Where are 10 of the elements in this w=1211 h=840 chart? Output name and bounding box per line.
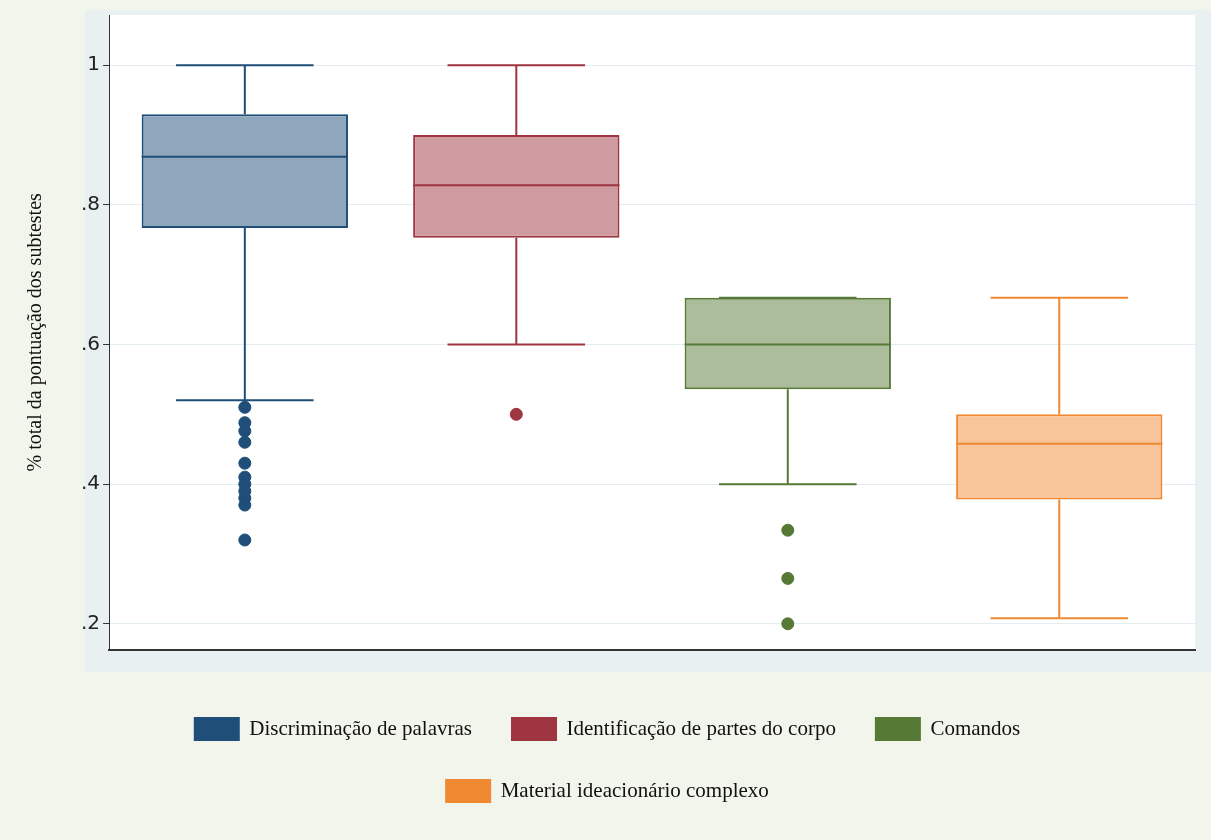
y-tick-label: .6 <box>80 330 101 355</box>
legend-label: Discriminação de palavras <box>249 715 473 740</box>
y-tick-label: .4 <box>80 470 101 495</box>
legend-label: Comandos <box>930 715 1021 740</box>
y-tick-label: .2 <box>80 609 101 634</box>
y-axis-title: % total da pontuação dos subtestes <box>23 192 47 472</box>
legend-label: Identificação de partes do corpo <box>566 715 836 740</box>
legend-label: Material ideacionário complexo <box>500 777 769 802</box>
y-tick-label: 1 <box>87 51 101 76</box>
y-tick-label: .8 <box>80 191 101 216</box>
